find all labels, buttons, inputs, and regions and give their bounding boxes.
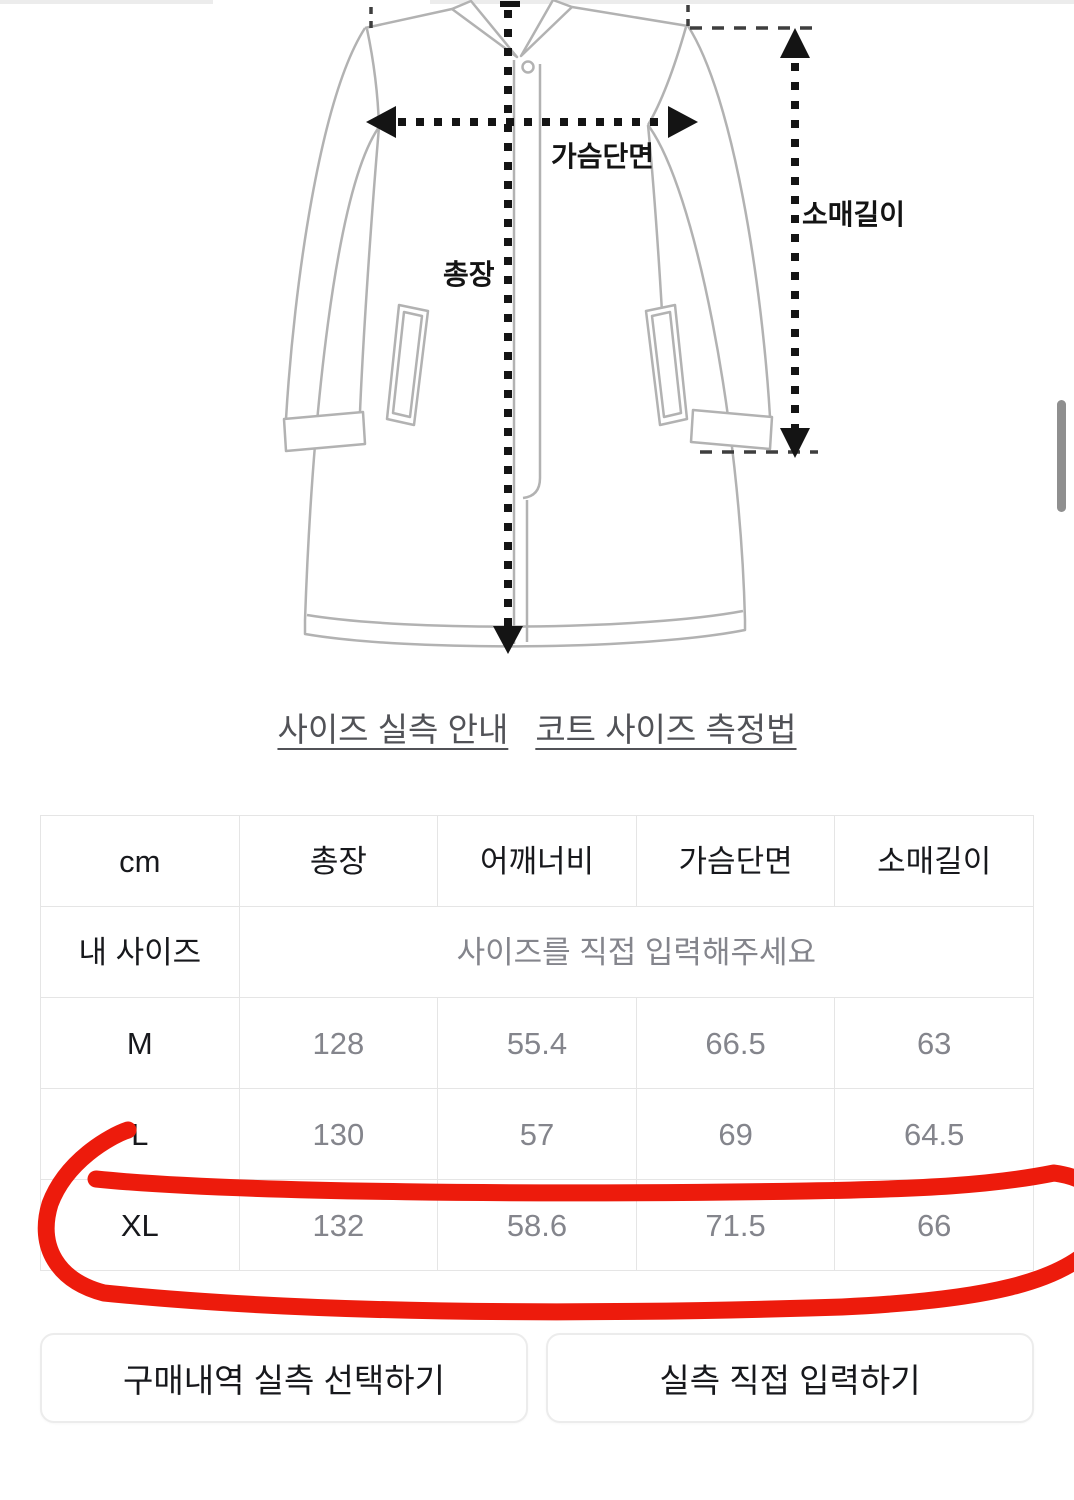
- value-cell: 128: [238, 997, 439, 1089]
- unit-header-cell: cm: [40, 815, 240, 907]
- link-coat-measure-method[interactable]: 코트 사이즈 측정법: [535, 711, 797, 748]
- value-cell: 132: [238, 1179, 439, 1271]
- total-length-label: 총장: [443, 259, 495, 290]
- coat-button: [521, 60, 535, 74]
- size-table-header-row: cm 총장 어깨너비 가슴단면 소매길이: [40, 815, 1034, 907]
- size-guide-links: 사이즈 실측 안내 코트 사이즈 측정법: [0, 703, 1074, 751]
- value-cell: 58.6: [437, 1179, 637, 1271]
- link-size-measure-guide[interactable]: 사이즈 실측 안내: [277, 711, 509, 748]
- select-purchase-history-button[interactable]: 구매내역 실측 선택하기: [40, 1333, 528, 1423]
- size-label: M: [40, 997, 240, 1089]
- column-header-shoulder-width: 어깨너비: [437, 815, 637, 907]
- scrollbar-thumb[interactable]: [1057, 400, 1066, 512]
- value-cell: 64.5: [834, 1088, 1034, 1180]
- my-size-row: 내 사이즈 사이즈를 직접 입력해주세요: [40, 906, 1035, 998]
- value-cell: 130: [238, 1088, 439, 1180]
- size-label: L: [40, 1088, 240, 1180]
- size-row-xl: XL 132 58.6 71.5 66: [40, 1179, 1034, 1271]
- top-edge-strip-right: [430, 0, 1074, 4]
- my-size-input-placeholder[interactable]: 사이즈를 직접 입력해주세요: [238, 906, 1035, 998]
- value-cell: 66.5: [635, 997, 836, 1089]
- top-edge-strip-left: [0, 0, 213, 4]
- column-header-chest-width: 가슴단면: [635, 815, 836, 907]
- column-header-total-length: 총장: [238, 815, 439, 907]
- value-cell: 63: [834, 997, 1034, 1089]
- reference-dashes: [369, 5, 818, 454]
- size-label: XL: [40, 1179, 240, 1271]
- size-table: cm 총장 어깨너비 가슴단면 소매길이 내 사이즈 사이즈를 직접 입력해주세…: [40, 815, 1035, 1271]
- value-cell: 57: [437, 1088, 637, 1180]
- column-header-sleeve-length: 소매길이: [834, 815, 1034, 907]
- coat-measurement-diagram: 가슴단면 총장 소매길이: [282, 0, 905, 654]
- enter-measurements-button[interactable]: 실측 직접 입력하기: [546, 1333, 1034, 1423]
- measurement-arrows: [366, 1, 810, 654]
- value-cell: 55.4: [437, 997, 637, 1089]
- my-size-label: 내 사이즈: [40, 906, 240, 998]
- value-cell: 71.5: [635, 1179, 836, 1271]
- coat-outline: [282, 0, 774, 648]
- chest-width-label: 가슴단면: [551, 141, 654, 172]
- value-cell: 69: [635, 1088, 836, 1180]
- sleeve-length-label: 소매길이: [802, 199, 905, 230]
- value-cell: 66: [834, 1179, 1034, 1271]
- size-row-l: L 130 57 69 64.5: [40, 1088, 1034, 1180]
- size-row-m: M 128 55.4 66.5 63: [40, 997, 1034, 1089]
